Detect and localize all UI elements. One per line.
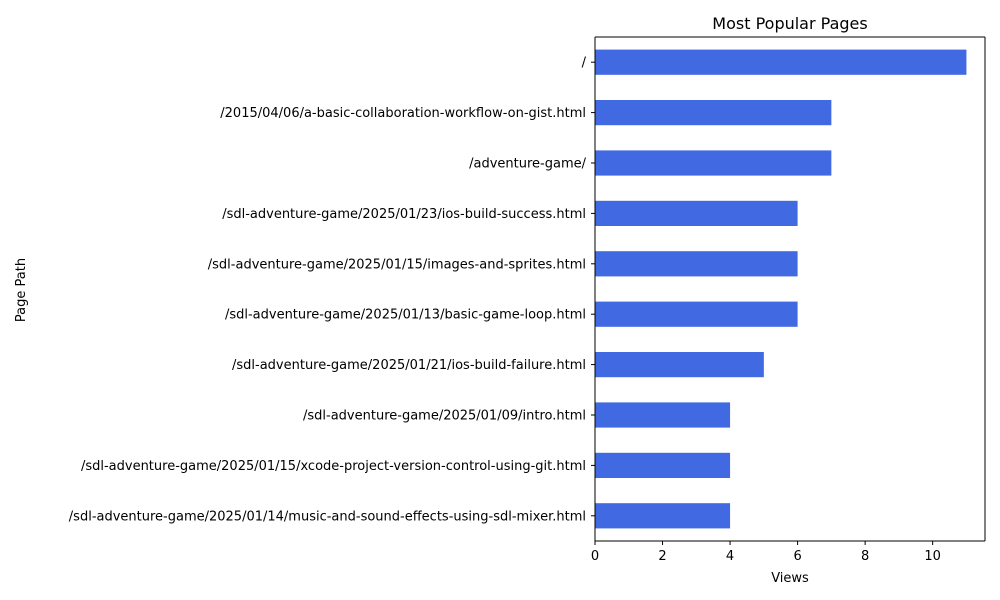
bar <box>595 352 764 378</box>
y-tick-label: /sdl-adventure-game/2025/01/15/xcode-pro… <box>81 459 586 474</box>
y-tick-label: /sdl-adventure-game/2025/01/21/ios-build… <box>232 358 586 373</box>
y-tick-label: /sdl-adventure-game/2025/01/23/ios-build… <box>222 207 586 222</box>
x-tick-label: 10 <box>924 549 941 564</box>
bar <box>595 200 798 226</box>
y-tick-label: /adventure-game/ <box>469 157 586 172</box>
x-tick-label: 2 <box>658 549 666 564</box>
bars-layer <box>595 49 967 529</box>
axes-layer <box>594 36 986 542</box>
x-tick-label: 0 <box>591 549 599 564</box>
y-tick-label: /sdl-adventure-game/2025/01/13/basic-gam… <box>225 308 586 323</box>
bar <box>595 301 798 327</box>
y-tick-label: /2015/04/06/a-basic-collaboration-workfl… <box>220 106 586 121</box>
bar <box>595 503 731 529</box>
bar <box>595 150 832 176</box>
x-axis-label: Views <box>771 571 809 586</box>
y-tick-label: /sdl-adventure-game/2025/01/09/intro.htm… <box>303 409 586 424</box>
x-tick-label: 6 <box>793 549 801 564</box>
bar <box>595 402 731 428</box>
bar <box>595 49 967 75</box>
bar <box>595 100 832 126</box>
chart-title: Most Popular Pages <box>712 14 867 33</box>
y-ticks: / /2015/04/06/a-basic-collaboration-workf… <box>69 56 595 524</box>
x-ticks: 0 2 4 6 8 10 <box>591 541 941 564</box>
bar <box>595 251 798 277</box>
x-tick-label: 8 <box>861 549 869 564</box>
bar <box>595 452 731 478</box>
y-tick-label: / <box>582 56 587 71</box>
y-axis-label: Page Path <box>14 258 29 322</box>
y-tick-label: /sdl-adventure-game/2025/01/15/images-an… <box>208 257 586 272</box>
y-tick-label: /sdl-adventure-game/2025/01/14/music-and… <box>69 509 586 524</box>
x-tick-label: 4 <box>726 549 734 564</box>
